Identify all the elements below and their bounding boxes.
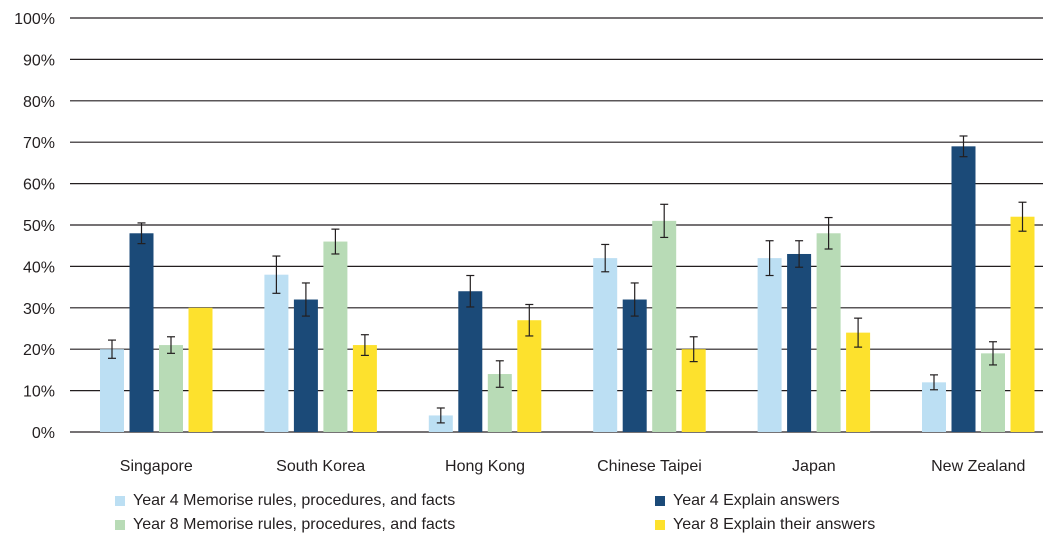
legend-label-series-1: Year 4 Memorise rules, procedures, and f… — [133, 492, 456, 509]
bar-chart: 0% 10% 20% 30% 40% 50% 60% 70% 80% 90% 100% Singap… — [14, 11, 1043, 475]
y-tick-label: 20% — [23, 342, 55, 359]
x-category-label: South Korea — [276, 458, 365, 475]
legend-item-series-1: Year 4 Memorise rules, procedures, and f… — [115, 492, 455, 510]
error-bars — [108, 135, 1027, 424]
bar — [188, 307, 213, 432]
y-tick-label: 0% — [32, 425, 55, 442]
bar — [264, 274, 289, 432]
bar — [846, 332, 871, 432]
legend-swatch-series-3 — [115, 520, 125, 530]
bar — [981, 353, 1005, 432]
y-tick-label: 60% — [23, 177, 55, 194]
x-category-label: Chinese Taipei — [597, 458, 702, 475]
y-tick-label: 70% — [23, 135, 55, 152]
bar — [159, 345, 183, 432]
x-category-label: New Zealand — [931, 458, 1025, 475]
legend-swatch-series-1 — [115, 496, 125, 506]
gridlines — [70, 17, 1043, 433]
bar — [323, 241, 348, 432]
y-axis-tick-labels: 0% 10% 20% 30% 40% 50% 60% 70% 80% 90% 100% — [14, 11, 55, 442]
legend-swatch-series-2 — [655, 496, 665, 506]
x-category-label: Japan — [792, 458, 836, 475]
bar — [352, 345, 377, 432]
bar — [428, 415, 453, 432]
legend-label-series-4: Year 8 Explain their answers — [673, 516, 876, 533]
bar — [622, 299, 647, 432]
bar — [922, 382, 946, 432]
bar — [1010, 216, 1035, 432]
bar — [129, 233, 154, 432]
bar — [652, 220, 677, 432]
bar — [757, 258, 782, 432]
bar — [458, 291, 483, 432]
legend-item-series-2: Year 4 Explain answers — [655, 492, 840, 510]
bar — [787, 253, 812, 432]
legend-label-series-3: Year 8 Memorise rules, procedures, and f… — [133, 516, 456, 533]
bar — [593, 258, 618, 432]
y-tick-label: 10% — [23, 384, 55, 401]
bar — [681, 349, 706, 432]
y-tick-label: 40% — [23, 259, 55, 276]
legend-item-series-3: Year 8 Memorise rules, procedures, and f… — [115, 516, 455, 534]
bar — [293, 299, 318, 432]
bar — [100, 349, 124, 432]
y-tick-label: 100% — [14, 11, 55, 28]
legend: Year 4 Memorise rules, procedures, and f… — [0, 490, 1043, 537]
y-tick-label: 30% — [23, 301, 55, 318]
y-tick-label: 80% — [23, 94, 55, 111]
bar — [951, 146, 976, 432]
bar — [816, 233, 841, 432]
legend-item-series-4: Year 8 Explain their answers — [655, 516, 875, 534]
x-axis-category-labels: Singapore South Korea Hong Kong Chinese Tai… — [120, 458, 1026, 475]
bar — [517, 320, 542, 432]
x-category-label: Singapore — [120, 458, 193, 475]
x-category-label: Hong Kong — [445, 458, 525, 475]
y-tick-label: 90% — [23, 52, 55, 69]
legend-swatch-series-4 — [655, 520, 665, 530]
y-tick-label: 50% — [23, 218, 55, 235]
bars — [100, 146, 1035, 432]
legend-label-series-2: Year 4 Explain answers — [673, 492, 840, 509]
